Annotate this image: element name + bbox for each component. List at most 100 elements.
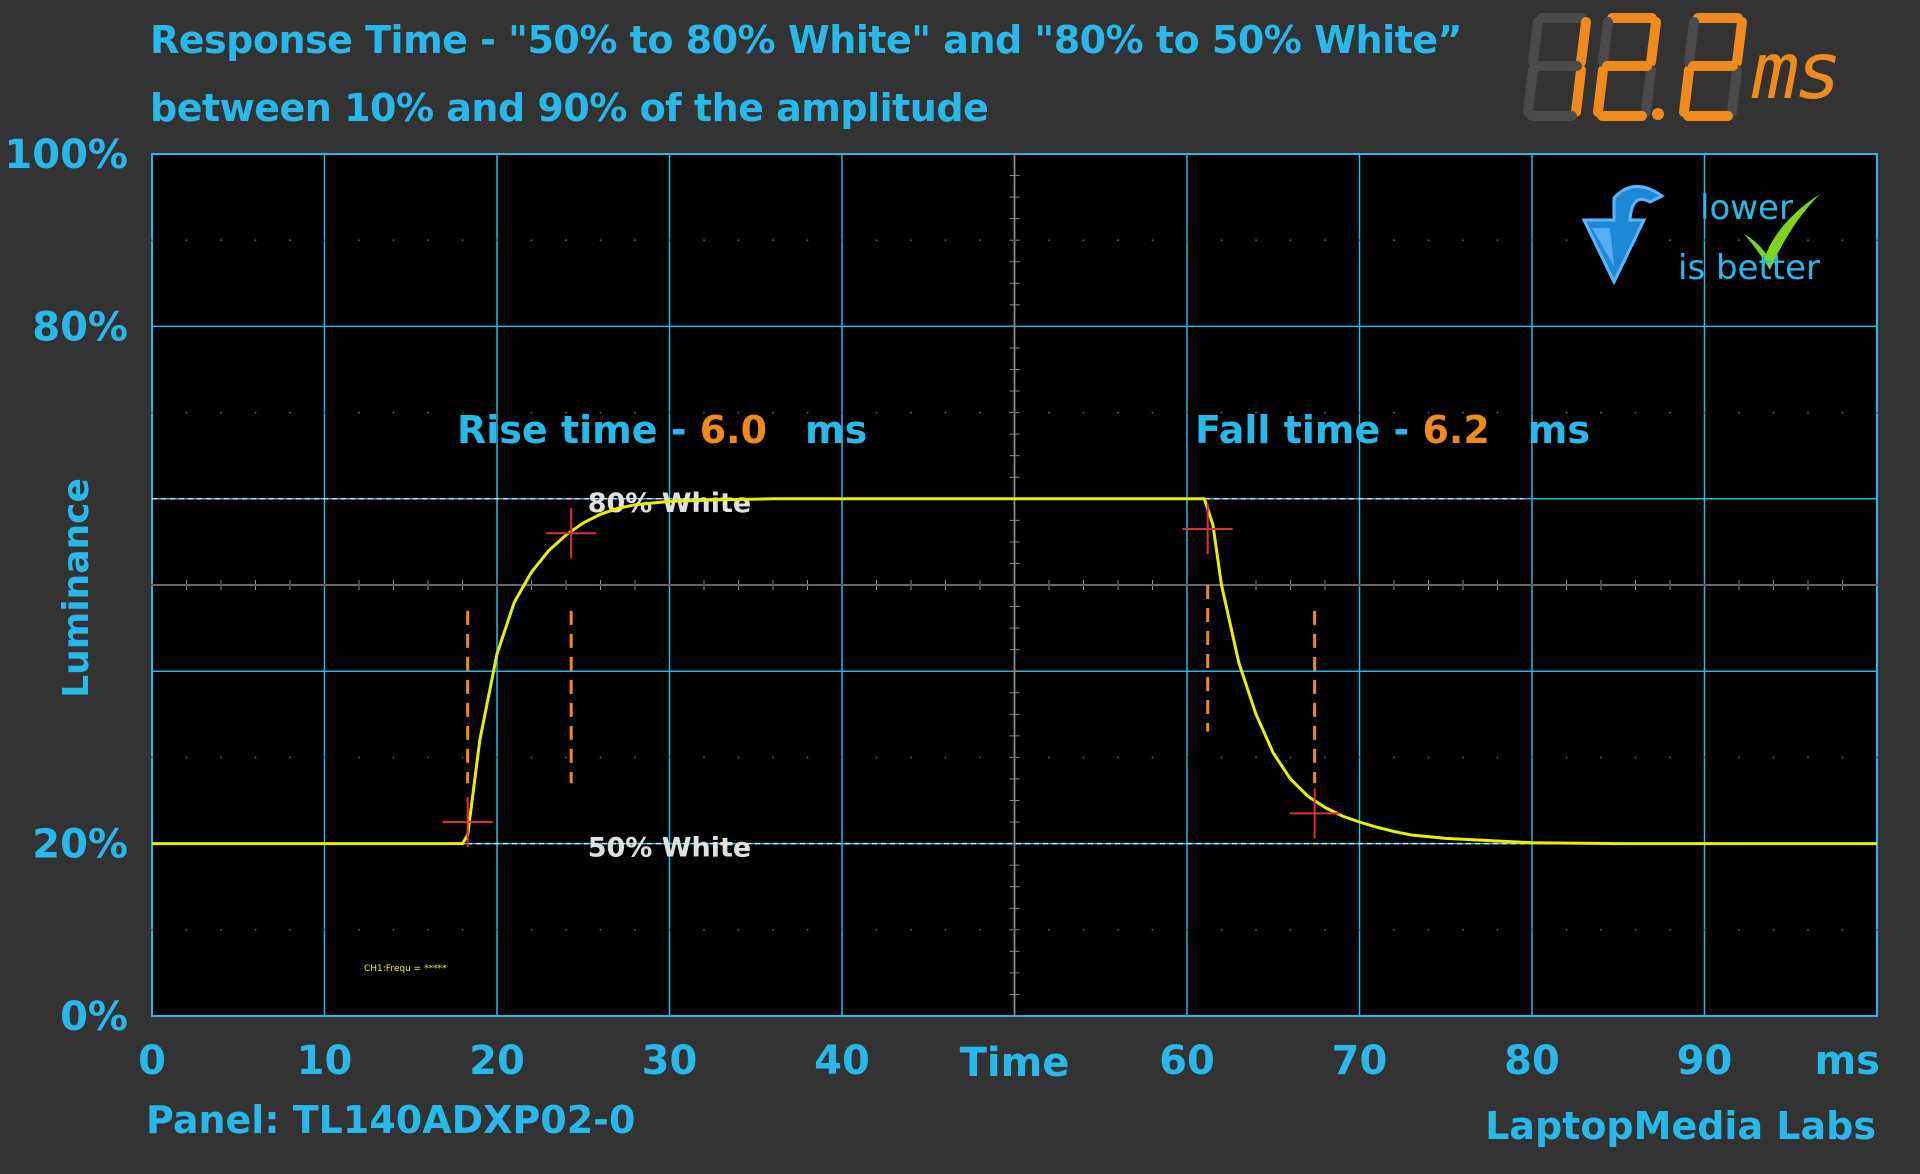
minor-grid-dot — [254, 584, 257, 586]
minor-grid-dot — [461, 756, 464, 759]
minor-grid-dot — [703, 411, 705, 414]
minor-grid-dot — [461, 584, 464, 586]
minor-grid-dot — [565, 239, 567, 242]
minor-grid-dot — [392, 756, 395, 759]
minor-grid-dot — [185, 584, 188, 586]
minor-grid-dot — [496, 584, 498, 586]
minor-grid-dot — [1082, 928, 1085, 931]
minor-grid-dot — [1324, 411, 1326, 414]
minor-grid-dot — [392, 411, 395, 414]
minor-grid-dot — [1841, 756, 1844, 759]
minor-grid-dot — [1807, 928, 1809, 931]
minor-grid-dot — [1600, 584, 1602, 586]
minor-grid-dot — [565, 928, 567, 931]
minor-grid-dot — [1807, 411, 1809, 414]
fall-time-value: 6.2 — [1422, 408, 1489, 452]
minor-grid-dot — [1082, 239, 1085, 242]
minor-grid-dot — [634, 411, 636, 414]
minor-grid-dot — [1669, 584, 1671, 586]
minor-grid-dot — [1324, 756, 1326, 759]
minor-grid-dot — [944, 584, 947, 586]
x-tick-label: 70 — [1332, 1038, 1388, 1084]
minor-grid-dot — [427, 584, 429, 586]
minor-grid-dot — [737, 756, 740, 759]
minor-grid-dot — [634, 239, 636, 242]
x-axis-title: Time — [960, 1040, 1070, 1086]
readout-segment-dim — [1528, 17, 1543, 67]
minor-grid-dot — [668, 411, 671, 414]
scope-caption: CH1:Frequ = ***** — [364, 964, 447, 974]
minor-grid-dot — [461, 411, 464, 414]
minor-grid-dot — [289, 928, 291, 931]
minor-grid-dot — [1841, 928, 1844, 931]
minor-grid-dot — [1669, 239, 1671, 242]
readout-segment-dim — [1727, 65, 1742, 117]
minor-grid-dot — [565, 411, 567, 414]
readout-segment-dim — [1598, 17, 1613, 67]
minor-grid-dot — [1255, 411, 1257, 414]
minor-grid-dot — [875, 239, 878, 242]
minor-grid-dot — [841, 584, 843, 586]
minor-grid-dot — [1358, 411, 1361, 414]
minor-grid-dot — [289, 411, 291, 414]
minor-grid-dot — [1082, 411, 1085, 414]
minor-grid-dot — [220, 584, 222, 586]
minor-grid-dot — [979, 928, 981, 931]
readout-segment-lit — [1576, 17, 1591, 67]
lower-is-better-badge: lower is better — [1570, 180, 1840, 300]
fall-time-unit: ms — [1528, 408, 1590, 452]
minor-grid-dot — [1186, 928, 1188, 931]
minor-grid-dot — [1427, 756, 1430, 759]
minor-grid-dot — [1289, 756, 1292, 759]
readout-digits — [1523, 13, 1747, 121]
brand-label: LaptopMedia Labs — [1485, 1104, 1876, 1148]
minor-grid-dot — [1772, 756, 1775, 759]
crosshair-markers — [442, 503, 1340, 848]
minor-grid-dot — [358, 756, 360, 759]
minor-grid-dot — [1013, 239, 1016, 242]
minor-grid-dot — [427, 928, 429, 931]
minor-grid-dot — [565, 756, 567, 759]
minor-grid-dot — [1393, 756, 1395, 759]
minor-grid-dot — [944, 756, 947, 759]
minor-grid-dot — [1255, 584, 1257, 586]
readout-segment-lit — [1646, 17, 1661, 67]
minor-grid-dot — [772, 239, 774, 242]
minor-grid-dot — [1289, 239, 1292, 242]
rise-time-label: Rise time - 6.0 ms — [457, 408, 867, 452]
minor-grid-dot — [772, 584, 774, 586]
minor-grid-dot — [979, 756, 981, 759]
x-tick-label: 60 — [1159, 1038, 1215, 1084]
minor-grid-dot — [1255, 756, 1257, 759]
minor-grid-dot — [289, 756, 291, 759]
rise-time-unit: ms — [805, 408, 867, 452]
minor-grid-dot — [944, 411, 947, 414]
minor-grid-dot — [703, 928, 705, 931]
readout-segment-lit — [1571, 65, 1586, 117]
minor-grid-dot — [806, 411, 809, 414]
minor-grid-dot — [910, 411, 912, 414]
minor-grid-dot — [1807, 239, 1809, 242]
minor-grid-dot — [496, 411, 498, 414]
minor-grid-dot — [1255, 239, 1257, 242]
minor-grid-dot — [358, 411, 360, 414]
minor-grid-dot — [1841, 239, 1844, 242]
minor-grid-dot — [289, 584, 291, 586]
minor-grid-dot — [1876, 239, 1878, 242]
minor-grid-dot — [1669, 756, 1671, 759]
readout-segment-dim — [1641, 65, 1656, 117]
x-tick-label: 90 — [1677, 1038, 1733, 1084]
minor-grid-dot — [1151, 928, 1154, 931]
x-tick-label: 30 — [642, 1038, 698, 1084]
minor-grid-dot — [496, 928, 498, 931]
minor-grid-dot — [668, 928, 671, 931]
minor-grid-dot — [1013, 928, 1016, 931]
minor-grid-dot — [1013, 584, 1016, 586]
minor-grid-dot — [703, 756, 705, 759]
readout-segment-lit — [1679, 65, 1694, 117]
x-tick-label: 10 — [297, 1038, 353, 1084]
minor-grid-dot — [323, 584, 326, 586]
x-tick-label: 80 — [1504, 1038, 1560, 1084]
minor-grid-dot — [1772, 928, 1775, 931]
minor-grid-dot — [1634, 584, 1637, 586]
